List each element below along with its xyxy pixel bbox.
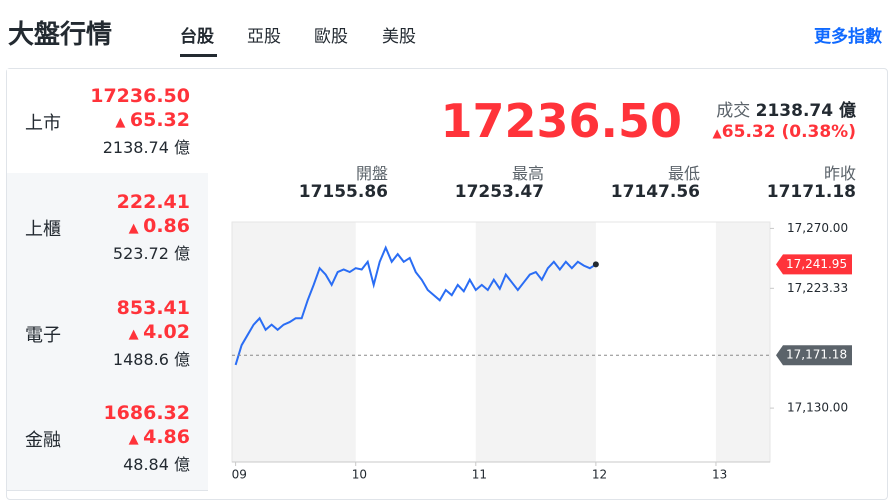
market-price: 17236.50 [90, 85, 190, 107]
change-value: 4.02 [143, 320, 190, 343]
market-row[interactable] [7, 69, 208, 174]
change-value: 4.86 [143, 425, 190, 448]
market-volume: 48.84 億 [123, 454, 190, 474]
stat-value: 17253.47 [454, 182, 544, 202]
stat-label: 最低 [667, 164, 700, 183]
market-change: ▲ 4.86 [128, 425, 190, 448]
tab[interactable]: 亞股 [247, 27, 281, 47]
market-change: ▲ 0.86 [128, 214, 190, 237]
stat-label: 開盤 [355, 164, 388, 183]
market-volume: 1488.6 億 [112, 349, 190, 369]
page-title: 大盤行情 [8, 20, 113, 50]
stat-label: 最高 [511, 164, 544, 183]
more-link[interactable]: 更多指數 [814, 27, 882, 47]
change-value: 0.86 [143, 214, 190, 237]
stat-label: 昨收 [823, 164, 856, 183]
market-price: 853.41 [116, 296, 190, 319]
stat-value: 17171.18 [766, 182, 856, 202]
market-row[interactable] [7, 280, 208, 386]
market-row[interactable] [7, 385, 208, 491]
market-volume: 2138.74 億 [102, 138, 190, 157]
tab[interactable]: 歐股 [314, 27, 348, 47]
volume: 2138.74 億 [755, 101, 856, 121]
market-price: 222.41 [116, 190, 190, 213]
stat-value: 17155.86 [298, 182, 388, 202]
change-value: 65.32 [129, 109, 190, 131]
market-row[interactable] [7, 173, 208, 281]
market-volume: 523.72 億 [112, 243, 190, 263]
market-name: 上櫃 [25, 218, 61, 240]
market-change: ▲ 4.02 [128, 320, 190, 343]
stat-value: 17147.56 [610, 182, 700, 202]
market-name: 上市 [25, 113, 61, 134]
market-name: 電子 [25, 324, 61, 346]
tab[interactable]: 台股 [180, 27, 214, 47]
tab[interactable]: 美股 [382, 27, 416, 47]
market-change: ▲ 65.32 [115, 109, 190, 131]
big-price: 17236.50 [440, 94, 682, 148]
market-name: 金融 [25, 429, 61, 451]
volume-label: 成交 [716, 101, 751, 121]
tab-underline [180, 54, 217, 57]
change: 65.32 (0.38%) [721, 122, 856, 142]
market-price: 1686.32 [103, 401, 190, 424]
